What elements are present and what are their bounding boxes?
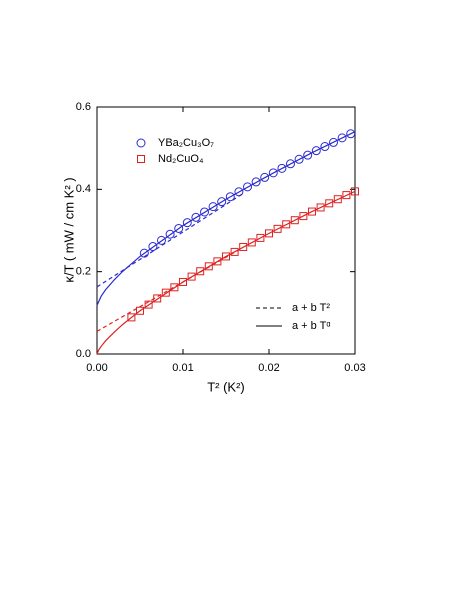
data-point: [303, 150, 313, 160]
data-point: [225, 192, 235, 202]
legend-label: a + b T²: [292, 302, 330, 314]
data-point: [290, 216, 299, 225]
data-point: [222, 252, 230, 261]
data-point: [196, 267, 205, 276]
y-tick-label: 0.4: [76, 183, 91, 195]
data-point: [182, 218, 192, 228]
data-point: [234, 187, 244, 197]
data-point: [325, 199, 334, 208]
legend-label: a + b Tᵅ: [292, 320, 331, 332]
data-point: [204, 262, 213, 271]
data-point: [286, 159, 295, 169]
x-tick-label: 0.01: [172, 362, 193, 374]
data-point: [144, 300, 153, 309]
legend-label: Nd₂CuO₄: [158, 153, 204, 165]
data-point: [208, 202, 218, 212]
data-point: [191, 212, 201, 222]
data-point: [239, 242, 248, 251]
data-point: [282, 220, 291, 229]
data-point: [200, 207, 209, 217]
data-point: [342, 191, 351, 200]
data-point: [213, 257, 222, 266]
fit-dashed: [96, 246, 244, 332]
data-point: [157, 235, 166, 245]
fit-solid: [96, 131, 356, 306]
data-point: [299, 212, 308, 221]
data-point: [153, 294, 162, 303]
data-point: [273, 224, 282, 233]
data-point: [170, 283, 179, 292]
data-point: [346, 129, 356, 139]
data-point: [174, 223, 184, 233]
data-point: [127, 313, 136, 322]
y-tick-label: 0.0: [76, 348, 91, 360]
data-point: [337, 133, 347, 143]
data-point: [268, 168, 278, 178]
x-tick-label: 0.03: [344, 362, 365, 374]
data-point: [179, 277, 187, 286]
y-axis-title: κ/T ( mW / cm K² ): [61, 177, 76, 282]
data-point: [247, 238, 256, 247]
legend-marker: [136, 138, 146, 148]
data-point: [217, 197, 227, 207]
data-point: [311, 146, 321, 156]
fit-solid: [96, 190, 356, 355]
data-point: [256, 233, 265, 242]
data-point: [148, 242, 158, 252]
legend-marker: [137, 155, 145, 163]
plot-frame: [96, 106, 356, 355]
data-point: [161, 288, 170, 297]
legend-label: YBa₂Cu₃O₇: [158, 137, 214, 149]
x-tick-label: 0.02: [258, 362, 279, 374]
data-point: [320, 142, 330, 152]
data-point: [136, 306, 144, 315]
data-point: [251, 177, 261, 187]
data-point: [308, 207, 316, 216]
fit-dashed: [96, 192, 244, 288]
data-point: [294, 154, 304, 164]
data-point: [277, 163, 287, 173]
data-point: [260, 172, 270, 182]
data-point: [316, 203, 325, 212]
data-point: [165, 229, 175, 239]
data-point: [230, 247, 239, 256]
data-point: [243, 182, 252, 192]
data-point: [265, 229, 273, 238]
data-point: [187, 272, 196, 281]
y-tick-label: 0.2: [76, 266, 91, 278]
x-axis-title: T² (K²): [207, 379, 245, 394]
data-point: [333, 195, 342, 204]
data-point: [351, 187, 359, 196]
data-point: [139, 248, 149, 258]
data-point: [329, 137, 338, 147]
x-tick-label: 0.00: [86, 362, 107, 374]
y-tick-label: 0.6: [76, 101, 91, 113]
